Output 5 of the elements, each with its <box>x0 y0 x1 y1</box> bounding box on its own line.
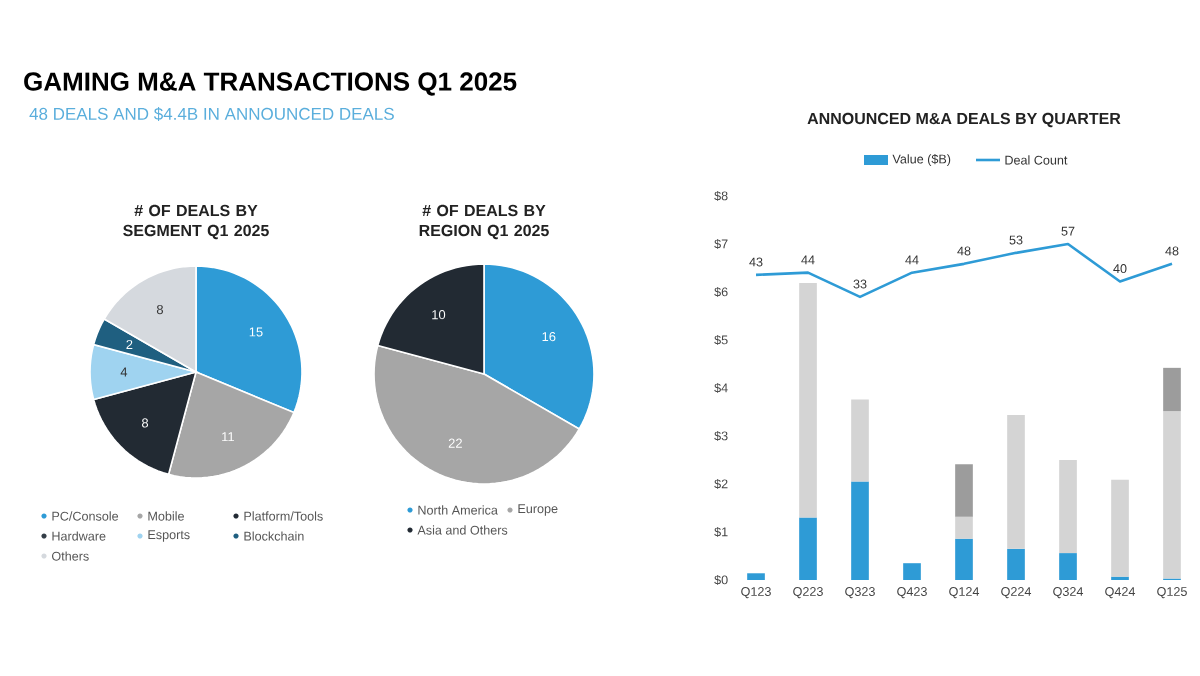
text: GAMING M&A TRANSACTIONS Q1 2025 <box>24 72 517 96</box>
text: 48 DEALS AND $4.4B IN ANNOUNCED DEALS <box>29 107 394 121</box>
chart-title: ANNOUNCED M&A DEALS BY QUARTER <box>807 112 1121 128</box>
chart-title: # OF DEALS BY SEGMENT Q1 2025 <box>123 204 269 240</box>
chart-title: # OF DEALS BY REGION Q1 2025 <box>419 204 549 240</box>
